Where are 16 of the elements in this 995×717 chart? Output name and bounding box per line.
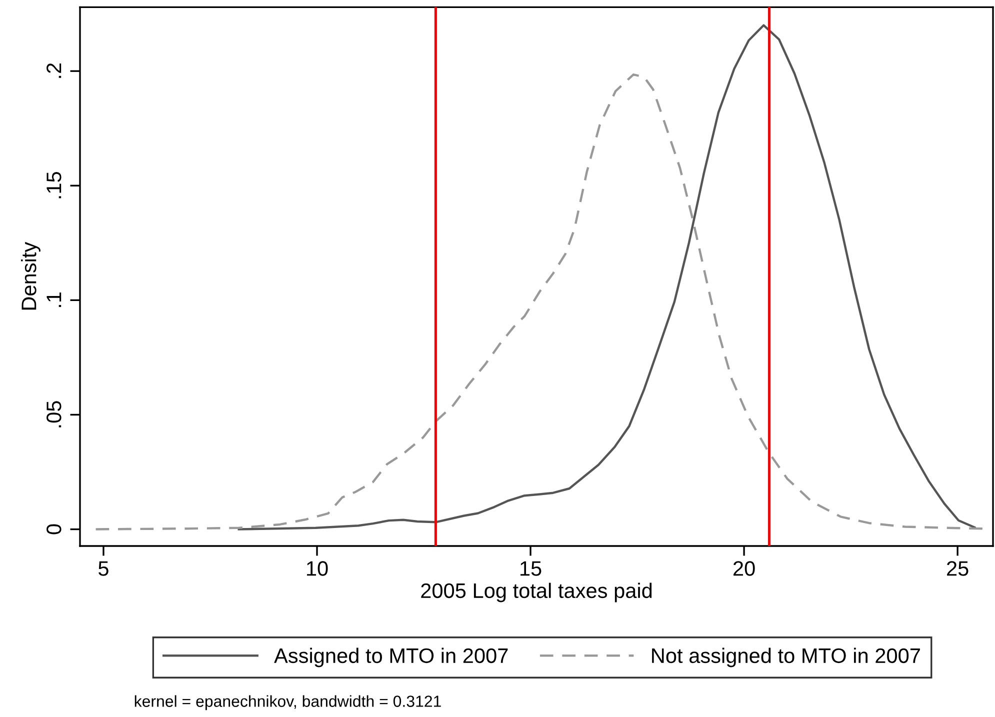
x-tick-label: 25 bbox=[947, 561, 968, 576]
y-tick-label: .2 bbox=[46, 63, 62, 78]
text: kernel = epanechnikov, bandwidth = 0.3121 bbox=[134, 695, 441, 710]
x-tick-label: 10 bbox=[307, 561, 328, 576]
x-tick-label: 15 bbox=[520, 561, 542, 576]
y-tick-label: .15 bbox=[46, 172, 62, 198]
x-tick-label: 5 bbox=[98, 561, 108, 576]
y-axis-title: Density bbox=[21, 242, 40, 310]
x-axis-title: 2005 Log total taxes paid bbox=[421, 582, 652, 602]
x-tick-label: 20 bbox=[734, 561, 755, 576]
legend-label: Assigned to MTO in 2007 bbox=[274, 648, 508, 668]
legend-label: Not assigned to MTO in 2007 bbox=[652, 648, 920, 668]
y-tick-label: .1 bbox=[46, 292, 62, 307]
y-tick-label: .05 bbox=[46, 401, 62, 428]
line-series bbox=[238, 24, 976, 530]
y-tick-label: 0 bbox=[46, 524, 62, 534]
